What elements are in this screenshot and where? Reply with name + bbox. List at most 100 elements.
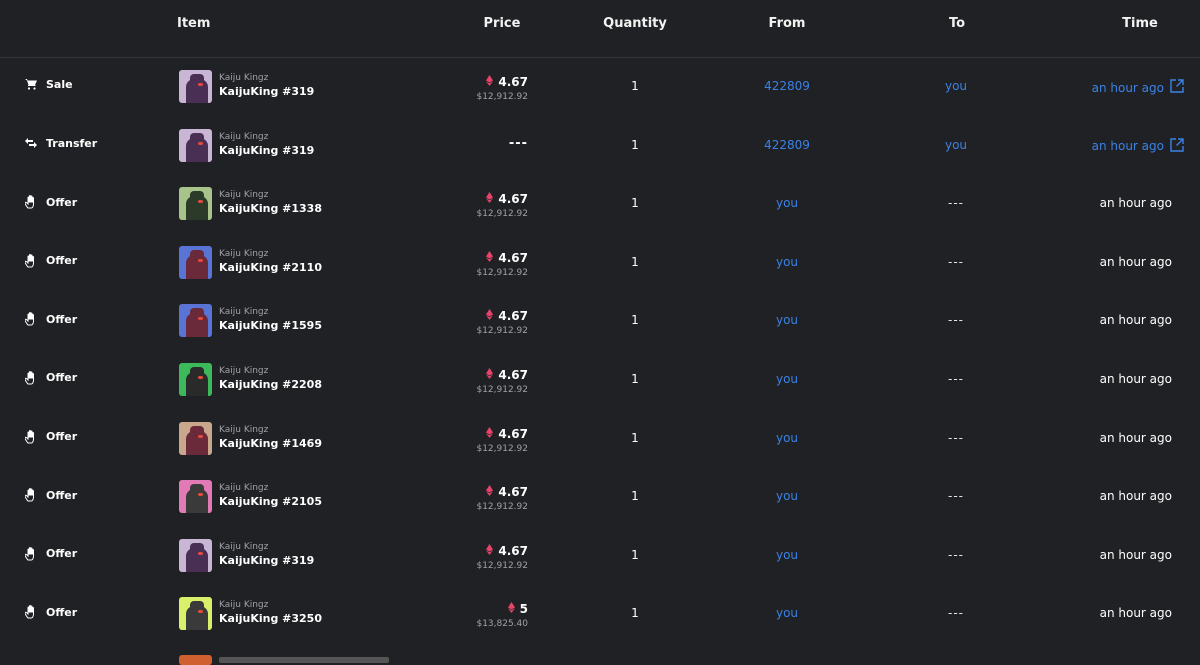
table-row[interactable]: Offer Kaiju Kingz KaijuKing #319 4.67 $1… [0,527,1200,586]
nft-name[interactable]: KaijuKing #319 [219,553,315,567]
price-cell: 5 $13,825.40 [430,598,528,630]
event-type: Sale [22,78,142,91]
nft-thumbnail[interactable] [179,538,212,572]
nft-thumbnail[interactable] [179,480,212,514]
quantity: 1 [631,254,639,269]
price-eth: 5 [519,602,528,617]
time-label: an hour ago [1099,547,1172,562]
nft-name[interactable]: KaijuKing #2105 [219,495,322,509]
price-eth: 4.67 [498,426,528,441]
from-link[interactable]: you [775,196,799,211]
price-eth: 4.67 [498,309,528,324]
price-usd: $12,912.92 [476,560,528,571]
event-type-label: Offer [46,430,78,444]
time-label: an hour ago [1099,371,1172,386]
collection-name[interactable]: Kaiju Kingz [219,73,269,83]
table-row[interactable]: Transfer Kaiju Kingz KaijuKing #319 --- … [0,117,1200,176]
eth-icon [486,543,494,558]
collection-name[interactable]: Kaiju Kingz [219,307,269,318]
header-time: Time [1122,16,1158,31]
from-link[interactable]: you [775,254,799,269]
item-info[interactable]: Kaiju Kingz KaijuKing #2110 [219,248,322,276]
price-usd: $13,825.40 [476,619,528,630]
nft-thumbnail[interactable] [179,245,212,279]
from-link[interactable]: you [775,547,799,562]
quantity: 1 [631,547,639,562]
from-link[interactable]: 422809 [764,137,810,152]
nft-name[interactable]: KaijuKing #319 [219,143,315,157]
from-link[interactable]: you [775,606,799,621]
nft-thumbnail[interactable] [179,362,212,396]
from-link[interactable]: you [775,430,799,445]
event-type: Offer [22,195,142,209]
nft-thumbnail[interactable] [179,597,212,631]
time-text: an hour ago [1100,313,1172,327]
item-info[interactable]: Kaiju Kingz KaijuKing #2208 [219,365,322,393]
collection-name[interactable]: Kaiju Kingz [219,131,269,142]
from-link[interactable]: 422809 [764,79,810,93]
header-from: From [768,16,806,31]
table-row[interactable]: Offer Kaiju Kingz KaijuKing #2110 4.67 $… [0,234,1200,293]
table-row[interactable]: Sale Kaiju Kingz KaijuKing #319 4.67 $12… [0,58,1200,117]
item-info[interactable]: Kaiju Kingz KaijuKing #3250 [219,599,322,627]
event-type-label: Offer [46,195,78,209]
external-link-icon[interactable] [1170,137,1184,155]
collection-name[interactable]: Kaiju Kingz [219,248,269,259]
nft-thumbnail[interactable] [179,70,212,103]
price-eth: 4.67 [498,543,528,558]
collection-name[interactable]: Kaiju Kingz [219,541,269,552]
table-row[interactable]: Offer Kaiju Kingz KaijuKing #2208 4.67 $… [0,351,1200,410]
item-info[interactable]: Kaiju Kingz KaijuKing #1469 [219,424,322,452]
collection-name[interactable]: Kaiju Kingz [219,365,269,376]
nft-name[interactable]: KaijuKing #319 [219,85,315,98]
time-label[interactable]: an hour ago [1091,139,1164,154]
table-row[interactable]: Offer Kaiju Kingz KaijuKing #3250 5 $13,… [0,585,1200,644]
from-link[interactable]: you [775,371,799,386]
price-cell: 4.67 $12,912.92 [430,305,528,337]
from-link[interactable]: you [775,489,799,504]
collection-name[interactable]: Kaiju Kingz [219,424,269,435]
collection-name[interactable]: Kaiju Kingz [219,483,269,494]
item-info[interactable]: Kaiju Kingz KaijuKing #319 [219,131,314,159]
external-link-icon[interactable] [1170,79,1184,96]
nft-name[interactable]: KaijuKing #1595 [219,319,322,333]
nft-thumbnail[interactable] [179,187,212,221]
quantity: 1 [631,137,639,152]
event-type-label: Offer [46,605,78,619]
to-link[interactable]: you [944,137,968,152]
price-empty: --- [508,135,528,151]
nft-name[interactable]: KaijuKing #3250 [219,612,322,626]
nft-name[interactable]: KaijuKing #2208 [219,377,322,391]
nft-thumbnail[interactable] [179,421,212,455]
hand-icon [22,605,40,619]
item-info[interactable]: Kaiju Kingz KaijuKing #1338 [219,189,322,217]
to-link[interactable]: you [944,79,968,93]
event-type-label: Sale [46,78,73,91]
nft-thumbnail[interactable] [179,304,212,338]
price-eth: 4.67 [498,75,528,89]
item-info[interactable]: Kaiju Kingz KaijuKing #319 [219,541,314,569]
table-row[interactable]: Offer Kaiju Kingz KaijuKing #1338 4.67 $… [0,175,1200,234]
transfer-icon [22,138,40,149]
time-label[interactable]: an hour ago [1091,80,1164,95]
item-info[interactable]: Kaiju Kingz KaijuKing #1595 [219,306,322,334]
nft-name[interactable]: KaijuKing #1469 [219,436,322,450]
time-link[interactable]: an hour ago [1091,137,1184,155]
nft-thumbnail[interactable] [179,128,212,162]
table-row[interactable]: Offer Kaiju Kingz KaijuKing #1469 4.67 $… [0,410,1200,469]
price-cell: 4.67 $12,912.92 [430,423,528,455]
from-link[interactable]: you [775,313,799,328]
table-row[interactable]: Offer Kaiju Kingz KaijuKing #1595 4.67 $… [0,292,1200,351]
to-empty: --- [948,489,964,504]
nft-name[interactable]: KaijuKing #1338 [219,202,322,216]
quantity: 1 [631,371,639,386]
time-link[interactable]: an hour ago [1092,79,1184,96]
table-row[interactable]: Offer Kaiju Kingz KaijuKing #2105 4.67 $… [0,468,1200,527]
collection-name[interactable]: Kaiju Kingz [219,190,269,201]
partial-row-text [219,657,389,663]
nft-name[interactable]: KaijuKing #2110 [219,260,322,274]
item-info[interactable]: Kaiju Kingz KaijuKing #2105 [219,482,322,510]
hand-icon [22,195,40,209]
item-info[interactable]: Kaiju Kingz KaijuKing #319 [219,72,314,100]
collection-name[interactable]: Kaiju Kingz [219,600,269,611]
